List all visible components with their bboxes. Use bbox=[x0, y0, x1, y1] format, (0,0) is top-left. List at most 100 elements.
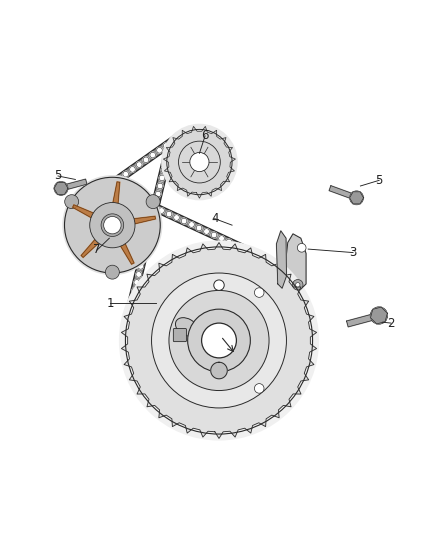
Circle shape bbox=[249, 249, 254, 255]
Circle shape bbox=[260, 420, 266, 426]
Circle shape bbox=[140, 255, 145, 261]
Polygon shape bbox=[276, 231, 286, 288]
Circle shape bbox=[296, 386, 302, 392]
Circle shape bbox=[184, 129, 190, 135]
Polygon shape bbox=[163, 126, 235, 198]
Circle shape bbox=[189, 222, 194, 228]
Circle shape bbox=[136, 272, 141, 277]
Circle shape bbox=[76, 224, 81, 230]
Circle shape bbox=[300, 379, 306, 385]
Circle shape bbox=[150, 152, 155, 158]
Circle shape bbox=[180, 188, 186, 193]
Circle shape bbox=[54, 181, 68, 196]
Circle shape bbox=[138, 204, 144, 210]
Circle shape bbox=[254, 384, 264, 393]
Circle shape bbox=[212, 188, 218, 193]
Circle shape bbox=[192, 127, 198, 133]
Circle shape bbox=[101, 214, 124, 237]
Circle shape bbox=[227, 169, 233, 175]
Circle shape bbox=[163, 159, 169, 165]
Circle shape bbox=[289, 278, 294, 284]
Polygon shape bbox=[74, 187, 151, 263]
Circle shape bbox=[102, 185, 108, 191]
Circle shape bbox=[136, 243, 142, 249]
Circle shape bbox=[309, 348, 315, 353]
Text: 2: 2 bbox=[387, 317, 395, 329]
Circle shape bbox=[226, 146, 232, 151]
Text: 7: 7 bbox=[93, 244, 101, 256]
Circle shape bbox=[306, 364, 311, 370]
Circle shape bbox=[159, 208, 164, 213]
Circle shape bbox=[159, 411, 165, 417]
Circle shape bbox=[152, 207, 157, 213]
Circle shape bbox=[166, 211, 172, 217]
Circle shape bbox=[155, 191, 161, 197]
Circle shape bbox=[64, 177, 160, 273]
Circle shape bbox=[79, 208, 85, 214]
Circle shape bbox=[303, 372, 309, 377]
Circle shape bbox=[163, 143, 169, 148]
Text: 5: 5 bbox=[54, 169, 62, 182]
Circle shape bbox=[204, 229, 209, 235]
Circle shape bbox=[133, 380, 138, 386]
Circle shape bbox=[85, 246, 91, 252]
Circle shape bbox=[208, 129, 214, 134]
Polygon shape bbox=[54, 182, 68, 195]
Circle shape bbox=[253, 424, 258, 430]
Circle shape bbox=[204, 191, 210, 197]
Circle shape bbox=[219, 236, 224, 241]
Text: 4: 4 bbox=[211, 212, 219, 225]
Circle shape bbox=[264, 257, 269, 263]
Text: 1: 1 bbox=[106, 297, 114, 310]
Circle shape bbox=[169, 176, 174, 182]
Polygon shape bbox=[346, 312, 380, 327]
Circle shape bbox=[229, 430, 235, 436]
Text: 5: 5 bbox=[375, 174, 383, 187]
Circle shape bbox=[80, 240, 86, 245]
Circle shape bbox=[221, 431, 226, 437]
Circle shape bbox=[159, 175, 165, 181]
Polygon shape bbox=[81, 228, 110, 257]
Circle shape bbox=[304, 307, 310, 313]
Circle shape bbox=[116, 256, 121, 261]
Polygon shape bbox=[110, 182, 120, 219]
Circle shape bbox=[307, 315, 313, 321]
Polygon shape bbox=[211, 362, 227, 379]
Circle shape bbox=[296, 282, 300, 287]
Circle shape bbox=[142, 247, 147, 253]
Polygon shape bbox=[118, 216, 155, 228]
Circle shape bbox=[188, 191, 194, 196]
Circle shape bbox=[76, 216, 82, 221]
Circle shape bbox=[143, 157, 149, 163]
Circle shape bbox=[153, 199, 159, 205]
Circle shape bbox=[90, 203, 135, 248]
Circle shape bbox=[174, 215, 180, 220]
Circle shape bbox=[152, 406, 158, 412]
Circle shape bbox=[219, 183, 224, 189]
Polygon shape bbox=[113, 229, 134, 264]
Circle shape bbox=[141, 394, 147, 400]
Circle shape bbox=[310, 332, 315, 337]
Polygon shape bbox=[371, 307, 387, 324]
Circle shape bbox=[92, 251, 98, 257]
Circle shape bbox=[65, 195, 79, 208]
Circle shape bbox=[124, 357, 130, 362]
Circle shape bbox=[237, 429, 243, 434]
Polygon shape bbox=[73, 205, 108, 225]
Circle shape bbox=[130, 166, 135, 172]
Circle shape bbox=[110, 181, 115, 187]
Circle shape bbox=[144, 201, 149, 206]
Circle shape bbox=[123, 332, 128, 338]
Circle shape bbox=[124, 253, 129, 259]
Polygon shape bbox=[285, 234, 306, 290]
Circle shape bbox=[143, 220, 149, 225]
Circle shape bbox=[89, 195, 95, 201]
Circle shape bbox=[119, 240, 319, 441]
Circle shape bbox=[130, 296, 136, 301]
Circle shape bbox=[297, 244, 306, 252]
Circle shape bbox=[241, 246, 247, 252]
Circle shape bbox=[174, 182, 180, 188]
Circle shape bbox=[136, 197, 142, 203]
Circle shape bbox=[149, 215, 155, 221]
Circle shape bbox=[148, 223, 153, 229]
